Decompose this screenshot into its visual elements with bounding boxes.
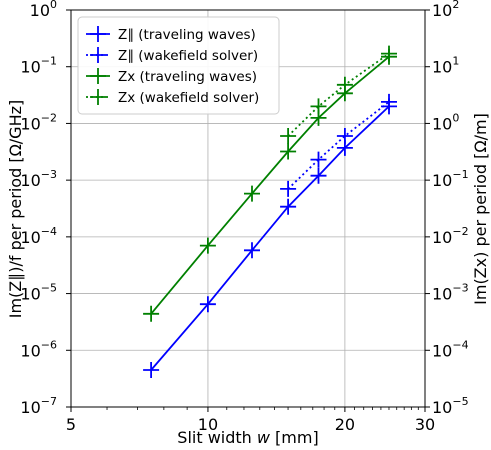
y-left-axis-label: Im(Z∥)/f per period [Ω/GHz] — [6, 100, 25, 319]
ticks — [66, 9, 430, 412]
y-left-tick-label: 10−7 — [20, 395, 57, 417]
y-right-tick-label: 101 — [432, 55, 459, 77]
y-right-tick-label: 102 — [432, 0, 459, 20]
y-right-tick-label: 100 — [432, 111, 459, 133]
y-right-tick-label: 10−5 — [432, 395, 469, 417]
legend: Z∥ (traveling waves) Z∥ (wakefield solver… — [77, 16, 280, 115]
series-0-marker — [199, 296, 216, 313]
series-0-marker — [310, 167, 327, 184]
y-right-tick-label: 10−3 — [432, 282, 469, 304]
series-line-3 — [287, 52, 390, 137]
y-right-tick-labels: 10−5 10−4 10−3 10−2 10−1 100 101 102 — [432, 0, 469, 417]
x-tick-labels: 5 10 20 30 — [66, 415, 435, 434]
series-2-marker — [143, 305, 160, 322]
y-right-tick-label: 10−2 — [432, 225, 469, 247]
legend-marker-1 — [90, 47, 106, 63]
series-3-marker — [381, 45, 397, 62]
series-3-marker — [280, 128, 297, 144]
series-1-marker — [381, 93, 397, 110]
series-1-marker — [336, 128, 353, 144]
x-tick-label: 30 — [415, 415, 435, 434]
y-right-axis-label: Im(Zx) per period [Ω/m] — [471, 113, 490, 305]
legend-marker-2 — [90, 68, 106, 84]
y-left-tick-label: 10−6 — [20, 338, 57, 360]
y-left-tick-label: 100 — [30, 0, 57, 20]
y-right-tick-label: 10−4 — [432, 338, 469, 360]
legend-label-0: Z∥ (traveling waves) — [118, 27, 256, 43]
legend-label-2: Zx (traveling waves) — [118, 69, 257, 85]
series-2-marker — [244, 185, 260, 202]
legend-label-3: Zx (wakefield solver) — [118, 90, 259, 106]
legend-marker-0 — [90, 26, 106, 42]
y-left-tick-label: 10−5 — [20, 282, 57, 304]
series-1-marker — [280, 180, 297, 197]
series-3-marker — [310, 98, 327, 115]
y-left-tick-label: 10−4 — [20, 225, 57, 247]
series-0-marker — [280, 198, 297, 215]
y-left-tick-label: 10−2 — [20, 111, 57, 133]
legend-marker-3 — [90, 89, 106, 105]
plot-frame — [70, 9, 426, 408]
x-tick-label: 20 — [335, 415, 355, 434]
series-2-marker — [199, 237, 216, 254]
y-left-tick-labels: 10−7 10−6 10−5 10−4 10−3 10−2 10−1 100 — [20, 0, 57, 417]
y-left-tick-label: 10−3 — [20, 168, 57, 190]
series-1-marker — [310, 151, 327, 168]
series-line-1 — [287, 101, 390, 190]
series-3-marker — [336, 76, 353, 93]
x-axis-label: Slit width w [mm] — [177, 428, 318, 447]
y-right-tick-label: 10−1 — [432, 168, 469, 190]
series-2-marker — [280, 143, 297, 160]
legend-label-1: Z∥ (wakefield solver) — [118, 48, 258, 64]
legend-entries: Z∥ (traveling waves) Z∥ (wakefield solver… — [86, 26, 259, 106]
legend-box — [77, 16, 280, 115]
x-tick-label: 5 — [66, 415, 76, 434]
x-tick-label: 10 — [198, 415, 218, 434]
y-left-tick-label: 10−1 — [20, 55, 57, 77]
series-0-marker — [143, 362, 160, 378]
series-0-marker — [244, 242, 260, 259]
series-layer — [143, 45, 397, 378]
